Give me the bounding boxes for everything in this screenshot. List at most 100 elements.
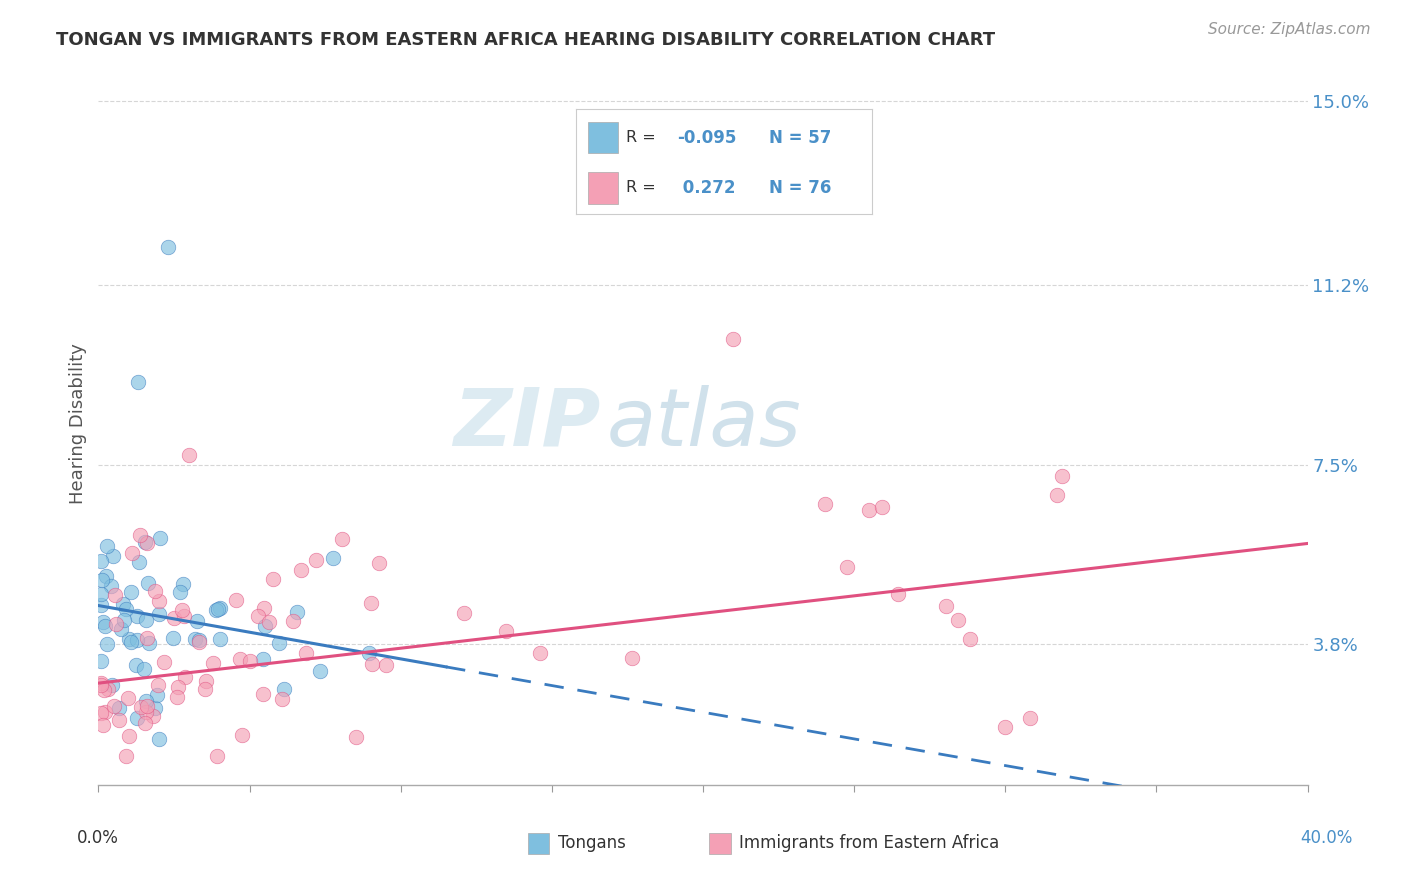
Point [138, 576, 160, 591]
Point [96, 637, 118, 651]
Point [94, 568, 117, 582]
Point [174, 669, 197, 683]
Point [97, 681, 120, 696]
Text: Immigrants from Eastern Africa: Immigrants from Eastern Africa [740, 834, 1000, 852]
Point [90, 654, 112, 668]
Point [90, 678, 112, 692]
Point [148, 732, 170, 747]
Point [134, 715, 156, 730]
Point [135, 698, 157, 713]
Point [128, 556, 150, 570]
Point [93, 682, 115, 697]
Point [368, 556, 391, 570]
Point [225, 593, 247, 607]
Point [110, 622, 132, 636]
Text: atlas: atlas [606, 384, 801, 463]
Point [90, 599, 112, 613]
Point [194, 673, 217, 688]
Point [814, 497, 837, 511]
Point [148, 607, 170, 621]
Point [118, 632, 141, 647]
Point [94, 619, 117, 633]
Point [295, 646, 318, 660]
Point [120, 585, 142, 599]
Point [111, 597, 134, 611]
Point [273, 682, 295, 697]
Point [143, 700, 166, 714]
Point [188, 634, 211, 648]
Point [153, 656, 176, 670]
Point [529, 646, 551, 660]
Point [269, 636, 291, 650]
Point [135, 694, 157, 708]
Point [1050, 468, 1073, 483]
Point [172, 603, 194, 617]
Point [183, 632, 205, 646]
Point [125, 658, 148, 673]
Point [208, 601, 231, 615]
Point [179, 448, 201, 462]
Point [252, 687, 274, 701]
Point [959, 632, 981, 646]
Point [188, 633, 211, 648]
Point [135, 613, 157, 627]
Point [135, 705, 157, 719]
Y-axis label: Hearing Disability: Hearing Disability [69, 343, 87, 504]
Point [870, 500, 893, 514]
Point [117, 691, 139, 706]
Point [91, 573, 114, 587]
Point [128, 527, 150, 541]
Point [322, 551, 344, 566]
Point [281, 615, 304, 629]
Point [453, 606, 475, 620]
Point [104, 588, 127, 602]
Point [228, 652, 250, 666]
Point [90, 706, 112, 721]
Point [94, 705, 117, 719]
Point [231, 728, 253, 742]
Point [271, 691, 294, 706]
Point [246, 608, 269, 623]
Point [169, 585, 191, 599]
Point [194, 681, 217, 696]
Point [146, 678, 169, 692]
Point [134, 662, 156, 676]
Point [308, 665, 330, 679]
Text: 40.0%: 40.0% [1301, 829, 1353, 847]
Text: ZIP: ZIP [453, 384, 600, 463]
Point [360, 657, 382, 671]
Point [946, 613, 969, 627]
Point [121, 546, 143, 560]
Point [172, 577, 194, 591]
Point [1046, 488, 1069, 502]
Point [114, 602, 136, 616]
Point [146, 689, 169, 703]
Point [495, 624, 517, 638]
Point [887, 587, 910, 601]
Point [96, 539, 118, 553]
Point [103, 699, 125, 714]
Point [252, 651, 274, 665]
Point [344, 731, 367, 745]
Point [118, 729, 141, 743]
Point [125, 711, 148, 725]
Point [253, 619, 276, 633]
Point [148, 594, 170, 608]
Point [621, 651, 644, 665]
Point [835, 559, 858, 574]
Point [330, 532, 353, 546]
Point [375, 658, 398, 673]
Point [129, 699, 152, 714]
Point [136, 535, 159, 549]
Point [107, 713, 129, 727]
Point [207, 602, 229, 616]
Point [239, 653, 262, 667]
Point [100, 579, 122, 593]
Point [115, 748, 138, 763]
Point [105, 617, 128, 632]
Point [994, 720, 1017, 734]
Point [142, 709, 165, 723]
Point [91, 615, 114, 630]
Point [166, 690, 188, 704]
Point [723, 332, 745, 346]
